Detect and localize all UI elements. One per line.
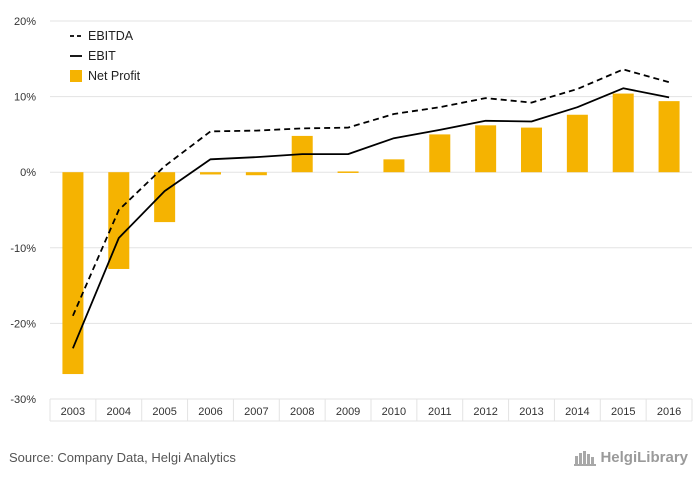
x-tick-label: 2009	[336, 406, 360, 418]
x-tick-label: 2016	[657, 406, 681, 418]
net-profit-bar	[383, 159, 405, 173]
x-tick-label: 2008	[290, 406, 314, 418]
x-tick-label: 2005	[152, 406, 176, 418]
x-tick-label: 2012	[473, 406, 497, 418]
net-profit-bar	[337, 171, 359, 173]
net-profit-bar	[566, 114, 588, 173]
net-profit-bar	[108, 172, 130, 269]
x-tick-label: 2014	[565, 406, 589, 418]
chart: 20%10%0%-10%-20%-30% 2003 2004 2005 2006 200…	[10, 16, 693, 422]
y-tick-label: 0%	[20, 167, 36, 179]
net-profit-bar	[612, 93, 634, 173]
gridlines	[49, 20, 693, 422]
x-tick-label: 2007	[244, 406, 268, 418]
legend-label-ebitda: EBITDA	[88, 29, 134, 43]
ebitda-line	[72, 68, 670, 317]
y-tick-label: -20%	[10, 318, 36, 330]
brand-name: HelgiLibrary	[600, 448, 688, 466]
net-profit-bar	[429, 134, 451, 173]
source-note: Source: Company Data, Helgi Analytics	[9, 450, 236, 465]
x-tick-label: 2006	[198, 406, 222, 418]
net-profit-bar	[245, 172, 267, 176]
x-axis: 2003 2004 2005 2006 2007 2008 2009 2010 2011 2012…	[61, 406, 682, 418]
net-profit-bar	[658, 101, 680, 173]
net-profit-bars	[62, 93, 680, 375]
net-profit-bar	[200, 172, 221, 175]
x-tick-label: 2010	[382, 406, 406, 418]
legend-swatch-net-profit	[70, 70, 82, 82]
series-lines	[72, 68, 670, 349]
x-tick-label: 2004	[107, 406, 131, 418]
net-profit-bar	[154, 172, 176, 223]
y-tick-label: 10%	[14, 92, 36, 104]
x-tick-label: 2003	[61, 406, 85, 418]
y-tick-label: -10%	[10, 243, 36, 255]
ebit-line	[72, 87, 670, 349]
net-profit-bar	[62, 172, 84, 375]
brand-logo: HelgiLibrary	[574, 448, 688, 466]
x-tick-label: 2011	[428, 406, 452, 418]
x-tick-label: 2015	[611, 406, 635, 418]
y-axis-labels: 20% 10% 0% -10% -20% -30%	[10, 16, 36, 406]
y-tick-label: -30%	[10, 394, 36, 406]
library-icon	[574, 451, 597, 466]
net-profit-bar	[475, 125, 497, 173]
legend: EBITDA EBIT Net Profit	[70, 29, 141, 83]
y-tick-label: 20%	[14, 16, 36, 28]
net-profit-bar	[521, 127, 542, 173]
legend-label-ebit: EBIT	[88, 49, 116, 63]
legend-label-net-profit: Net Profit	[88, 69, 141, 83]
x-tick-label: 2013	[519, 406, 543, 418]
